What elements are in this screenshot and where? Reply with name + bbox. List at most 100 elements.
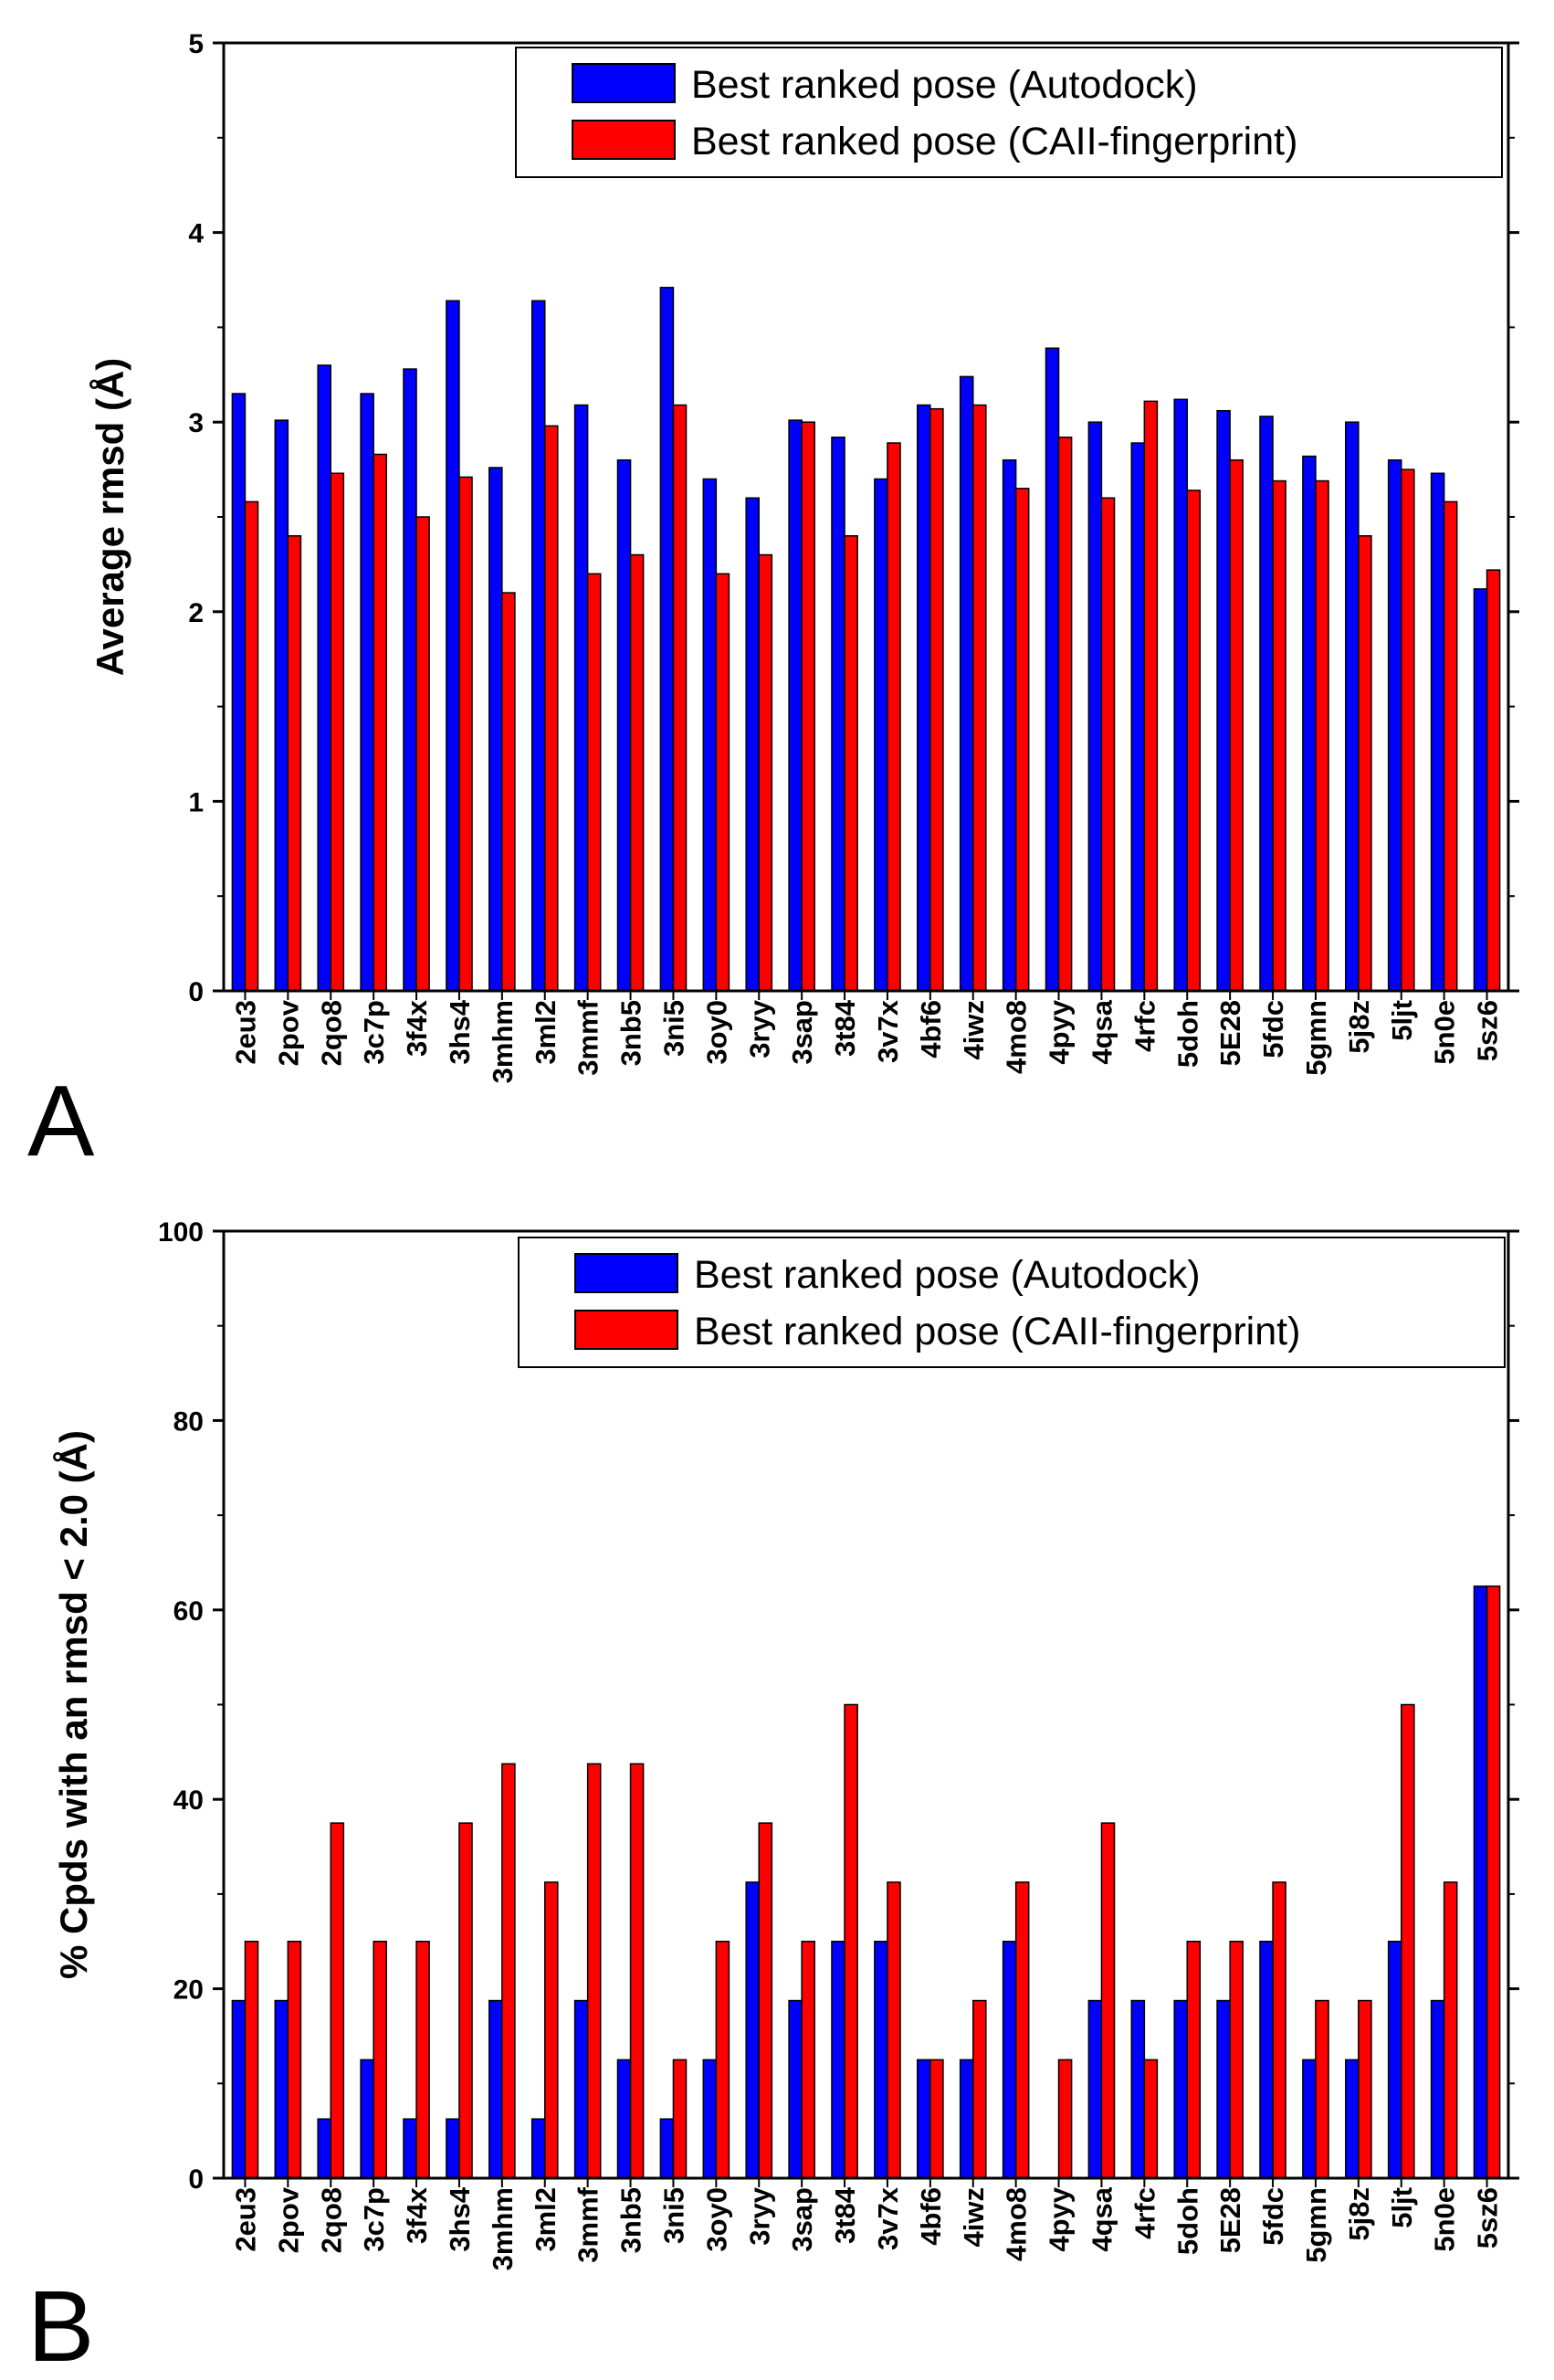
bar-autodock-5ljt [1387,458,1402,992]
bar-autodock-5sz6 [1473,1585,1488,2179]
legend-label-autodock: Best ranked pose (Autodock) [691,63,1198,107]
bar-autodock-4rfc [1130,1999,1146,2179]
x-tick-label-4bf6: 4bf6 [915,1000,947,1058]
x-tick-label-5j8z: 5j8z [1343,1000,1375,1054]
x-tick-label-5sz6: 5sz6 [1472,1000,1504,1061]
y-ticks-group: 0 20 40 60 80 100 [158,1217,1519,2195]
bar-caii-fingerprint-5ljt [1401,469,1415,992]
x-tick-label-4rfc: 4rfc [1129,1000,1160,1052]
bar-autodock-5doh [1173,398,1189,992]
x-tick-label-4bf6: 4bf6 [915,2187,947,2246]
y-axis-title: Average rmsd (Å) [89,358,131,677]
bar-autodock-5gmn [1302,2059,1317,2179]
bar-caii-fingerprint-4pyy [1057,437,1073,992]
bar-caii-fingerprint-5n0e [1443,1881,1458,2179]
bar-autodock-4iwz [959,375,974,992]
x-tick-label-5n0e: 5n0e [1429,2187,1461,2252]
bar-autodock-3mmf [573,1999,589,2179]
bar-caii-fingerprint-3v7x [887,442,901,992]
y-ticks-group: 0 1 2 3 4 5 [188,29,1519,1007]
legend-swatch-autodock [574,1253,678,1293]
bar-autodock-4iwz [959,2059,974,2179]
legend-label-caii-fingerprint: Best ranked pose (CAII-fingerprint) [694,1310,1300,1353]
bar-autodock-2pov [274,419,289,992]
x-tick-label-5fdc: 5fdc [1257,1000,1289,1058]
bar-autodock-4bf6 [917,404,931,992]
bar-autodock-3mmf [573,404,589,992]
x-tick-label-5gmn: 5gmn [1300,1000,1332,1076]
x-tick-label-3ni5: 3ni5 [657,1000,689,1057]
bar-autodock-3sap [788,419,803,992]
bar-autodock-5E28 [1216,409,1231,992]
bar-caii-fingerprint-4rfc [1143,2059,1159,2179]
bar-caii-fingerprint-3sap [801,421,815,992]
x-tick-label-3mhm: 3mhm [487,2187,519,2270]
bar-caii-fingerprint-3c7p [373,453,387,992]
bar-autodock-5j8z [1345,2059,1360,2179]
x-tick-label-4iwz: 4iwz [958,1000,990,1059]
x-tick-label-3ml2: 3ml2 [530,2187,562,2252]
bar-autodock-3v7x [874,478,888,992]
legend-label-autodock: Best ranked pose (Autodock) [694,1253,1201,1297]
legend-swatch-autodock [572,63,676,103]
bar-caii-fingerprint-5n0e [1443,500,1458,992]
bar-autodock-3c7p [360,393,374,992]
bar-caii-fingerprint-5ljt [1401,1703,1415,2179]
bar-caii-fingerprint-3nb5 [629,553,645,992]
x-tick-label-3v7x: 3v7x [872,999,904,1063]
x-tick-label-5ljt: 5ljt [1386,1000,1418,1041]
y-tick-label: 80 [173,1406,204,1437]
panel-b: 0 20 40 60 80 100 2eu3 2pov 2qo8 3c7p 3f4x 3hs4 3mh… [27,1217,1519,2380]
x-tick-label-4pyy: 4pyy [1044,2186,1076,2251]
panel-letter: B [27,2270,94,2380]
bar-caii-fingerprint-3f4x [415,1941,430,2179]
bar-caii-fingerprint-5j8z [1358,535,1372,992]
bar-caii-fingerprint-4bf6 [929,407,944,992]
x-tick-labels-group: 2eu3 2pov 2qo8 3c7p 3f4x 3hs4 3mhm 3ml2 3mmf 3nb5… [229,991,1504,1083]
bar-caii-fingerprint-2eu3 [244,1941,259,2179]
x-tick-label-5fdc: 5fdc [1257,2187,1289,2246]
x-tick-label-5ljt: 5ljt [1386,2187,1418,2228]
bar-autodock-4qsa [1087,421,1103,992]
bar-autodock-3ryy [745,497,760,992]
bar-caii-fingerprint-5sz6 [1486,1585,1501,2179]
legend-swatch-caii-fingerprint [572,120,676,160]
bar-autodock-5doh [1173,1999,1189,2179]
x-tick-label-2eu3: 2eu3 [229,1000,261,1065]
bar-caii-fingerprint-5j8z [1358,1999,1372,2179]
bar-autodock-3mhm [488,1999,503,2179]
legend-box [518,1237,1506,1368]
y-axis-title: % Cpds with an rmsd < 2.0 (Å) [52,1430,95,1979]
y-tick-label: 1 [188,787,204,817]
bar-autodock-4mo8 [1002,1941,1017,2179]
x-tick-label-4qsa: 4qsa [1086,2186,1118,2251]
x-tick-label-3oy0: 3oy0 [700,1000,732,1065]
x-tick-label-3sap: 3sap [786,2187,818,2252]
bar-caii-fingerprint-3ni5 [672,2059,688,2179]
bar-autodock-5gmn [1302,455,1317,992]
bar-caii-fingerprint-4mo8 [1014,488,1030,992]
bar-caii-fingerprint-2pov [287,1941,302,2179]
bar-caii-fingerprint-2qo8 [330,1822,345,2179]
bar-autodock-3ml2 [530,2118,546,2179]
y-tick-label: 2 [188,598,204,628]
x-tick-label-3ryy: 3ryy [743,2186,775,2246]
x-tick-label-2eu3: 2eu3 [229,2187,261,2252]
bar-autodock-3t84 [831,437,845,992]
bar-autodock-3ni5 [659,2118,675,2179]
x-tick-label-3ryy: 3ryy [743,999,775,1058]
bar-autodock-4bf6 [917,2059,931,2179]
bar-autodock-3sap [788,1999,803,2179]
bar-caii-fingerprint-3t84 [844,1703,858,2179]
bar-autodock-5n0e [1430,472,1445,992]
bar-caii-fingerprint-3hs4 [458,476,473,992]
bar-caii-fingerprint-5gmn [1315,1999,1329,2179]
x-tick-label-3t84: 3t84 [829,999,861,1057]
bar-caii-fingerprint-3mmf [586,573,602,992]
bar-autodock-3hs4 [446,2118,460,2179]
bar-caii-fingerprint-4rfc [1143,400,1159,992]
bar-autodock-4mo8 [1002,458,1017,992]
bar-autodock-3oy0 [702,2059,718,2179]
legend-label-caii-fingerprint: Best ranked pose (CAII-fingerprint) [691,120,1297,163]
legend: Best ranked pose (Autodock) Best ranked … [518,1237,1506,1368]
